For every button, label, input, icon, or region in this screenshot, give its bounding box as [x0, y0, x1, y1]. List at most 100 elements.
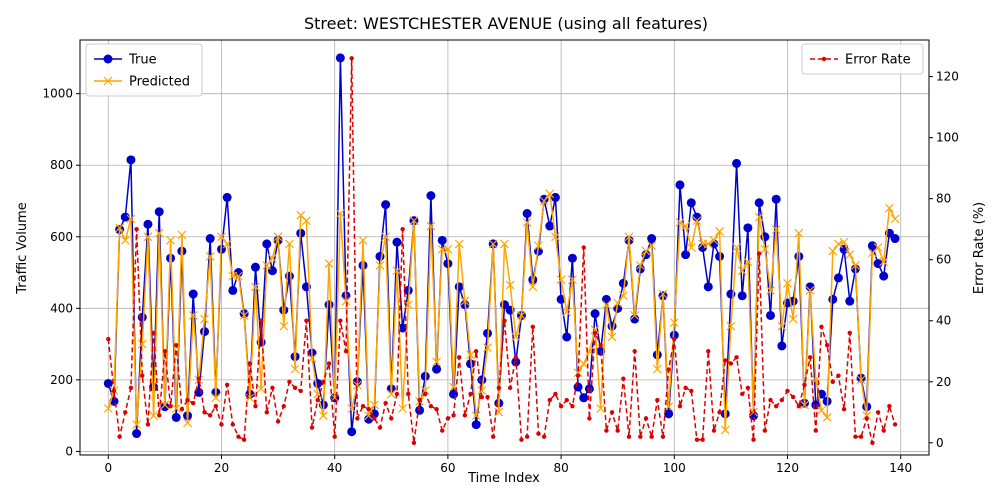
data-point-true [771, 194, 781, 204]
data-point-predicted [398, 404, 408, 413]
data-point-error-rate [406, 391, 411, 397]
data-point-error-rate [575, 373, 581, 378]
data-point-error-rate [592, 330, 598, 336]
data-point-true [188, 289, 198, 299]
data-point-error-rate [507, 385, 513, 391]
data-point-error-rate [864, 416, 869, 421]
data-point-true [833, 273, 843, 283]
data-point-true [477, 375, 487, 385]
data-point-predicted [183, 418, 192, 428]
data-point-predicted [879, 257, 889, 267]
data-point-predicted [200, 314, 209, 324]
data-point-predicted [766, 286, 775, 295]
data-point-predicted [551, 232, 560, 242]
data-point-predicted [737, 266, 747, 276]
data-point-error-rate [445, 416, 451, 421]
data-point-error-rate [570, 403, 575, 409]
legend-label: True [128, 53, 157, 68]
data-point-predicted [234, 271, 243, 281]
data-point-true [675, 180, 685, 190]
data-point-predicted [432, 357, 442, 367]
data-point-error-rate [836, 373, 841, 378]
data-point-predicted [324, 259, 334, 269]
data-point-predicted [658, 289, 668, 299]
data-point-error-rate [287, 379, 292, 384]
data-point-predicted [143, 232, 153, 242]
data-point-error-rate [496, 385, 502, 391]
data-point-error-rate [394, 391, 400, 397]
x-tick-label: 40 [327, 461, 342, 475]
data-point-true [347, 427, 357, 437]
data-point-error-rate [457, 355, 462, 360]
data-point-error-rate [513, 355, 519, 360]
data-point-error-rate [790, 394, 796, 400]
data-point-predicted [675, 218, 685, 227]
data-point-predicted [630, 311, 640, 320]
data-point-error-rate [745, 385, 751, 391]
data-point-predicted [669, 318, 679, 328]
data-point-predicted [256, 384, 266, 394]
data-point-error-rate [683, 385, 688, 391]
data-point-error-rate [474, 349, 479, 354]
y-left-tick-label: 1000 [42, 87, 73, 101]
data-point-error-rate [547, 397, 552, 403]
data-point-predicted [222, 239, 232, 249]
y-right-tick-label: 20 [936, 375, 951, 389]
data-point-predicted [517, 311, 526, 320]
x-tick-label: 120 [776, 461, 799, 475]
data-point-predicted [607, 332, 617, 342]
data-point-predicted [703, 239, 713, 249]
data-point-true [879, 271, 889, 281]
data-point-predicted [873, 243, 883, 252]
data-point-true [262, 239, 272, 249]
data-point-error-rate [309, 425, 315, 430]
data-point-true [630, 314, 640, 324]
data-point-error-rate [841, 407, 847, 412]
data-point-error-rate [672, 336, 677, 342]
data-point-error-rate [292, 385, 298, 391]
data-point-predicted [845, 250, 855, 260]
data-point-predicted [420, 386, 430, 396]
data-point-true [681, 250, 691, 260]
data-point-error-rate [400, 226, 405, 232]
legend-marker [103, 76, 113, 86]
data-point-true [703, 282, 713, 292]
data-point-true [545, 221, 555, 231]
x-axis-label: Time Index [467, 471, 540, 486]
data-point-predicted [749, 407, 758, 417]
data-point-error-rate [315, 397, 320, 403]
data-point-predicted [822, 413, 832, 422]
data-point-error-rate [773, 403, 779, 409]
y-left-tick-label: 0 [65, 444, 73, 458]
data-point-predicted [154, 228, 164, 238]
data-point-error-rate [264, 410, 269, 415]
data-point-true [618, 278, 628, 288]
data-point-predicted [732, 243, 741, 252]
data-point-predicted [171, 404, 181, 413]
data-point-error-rate [887, 403, 892, 409]
data-point-true [732, 158, 742, 168]
data-point-predicted [262, 260, 272, 270]
legend-box [85, 43, 203, 97]
data-point-error-rate [553, 391, 558, 397]
data-point-error-rate [853, 434, 858, 439]
data-point-error-rate [247, 361, 252, 366]
data-point-true [579, 393, 589, 403]
y-right-tick-label: 40 [936, 314, 951, 328]
data-point-true [766, 310, 776, 320]
plot-frame [79, 39, 930, 456]
data-point-error-rate [185, 397, 190, 403]
data-point-true [777, 341, 787, 351]
data-point-error-rate [479, 394, 485, 400]
data-point-predicted [500, 239, 509, 249]
data-point-predicted [805, 286, 815, 295]
x-tick-label: 80 [553, 461, 568, 475]
data-point-true [233, 268, 243, 278]
data-point-predicted [720, 425, 730, 435]
legend-marker [821, 56, 827, 62]
data-point-error-rate [558, 403, 564, 409]
data-point-true [471, 420, 481, 430]
data-point-predicted [545, 189, 555, 199]
data-point-error-rate [881, 428, 886, 433]
data-point-predicted [590, 325, 600, 335]
